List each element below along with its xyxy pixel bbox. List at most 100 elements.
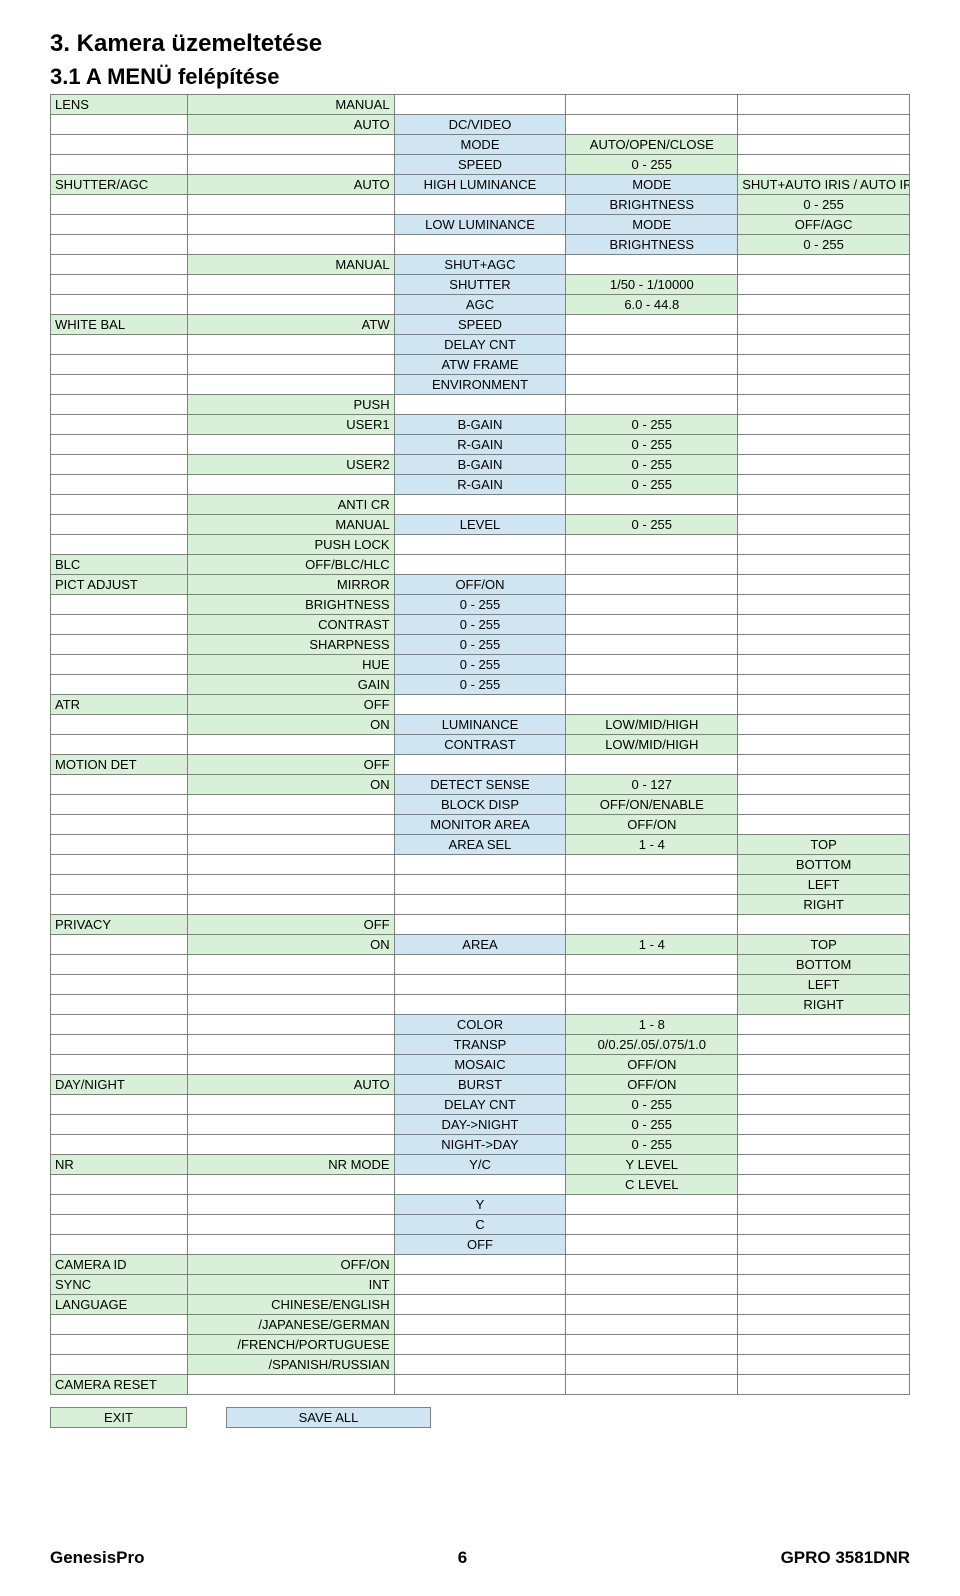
cell: Y LEVEL (566, 1155, 738, 1175)
cell (738, 95, 910, 115)
cell (51, 735, 188, 755)
cell (738, 1375, 910, 1395)
cell (566, 95, 738, 115)
cell: OFF/ON (188, 1255, 394, 1275)
cell (566, 915, 738, 935)
table-row: SYNCINT (51, 1275, 910, 1295)
cell: Y (394, 1195, 566, 1215)
cell (51, 395, 188, 415)
cell: RIGHT (738, 895, 910, 915)
cell (738, 1235, 910, 1255)
cell (51, 475, 188, 495)
cell: BRIGHTNESS (188, 595, 394, 615)
cell (394, 1315, 566, 1335)
cell (394, 1295, 566, 1315)
cell: CAMERA ID (51, 1255, 188, 1275)
cell (51, 1095, 188, 1115)
table-row: CAMERA RESET (51, 1375, 910, 1395)
cell (738, 1275, 910, 1295)
cell: AREA SEL (394, 835, 566, 855)
cell (188, 1375, 394, 1395)
cell (51, 935, 188, 955)
cell (738, 675, 910, 695)
table-row: BLOCK DISPOFF/ON/ENABLE (51, 795, 910, 815)
cell (738, 1195, 910, 1215)
cell (566, 255, 738, 275)
cell: MIRROR (188, 575, 394, 595)
cell (188, 875, 394, 895)
cell (188, 375, 394, 395)
cell: RIGHT (738, 995, 910, 1015)
cell (51, 275, 188, 295)
table-row: LANGUAGECHINESE/ENGLISH (51, 1295, 910, 1315)
cell (188, 1015, 394, 1035)
cell (738, 435, 910, 455)
cell (738, 395, 910, 415)
table-row: CONTRASTLOW/MID/HIGH (51, 735, 910, 755)
cell: SPEED (394, 155, 566, 175)
cell: 0 - 255 (394, 595, 566, 615)
cell (566, 115, 738, 135)
cell (738, 815, 910, 835)
cell (738, 255, 910, 275)
cell: SHUT+AGC (394, 255, 566, 275)
cell: BOTTOM (738, 955, 910, 975)
cell: 0 - 255 (566, 415, 738, 435)
cell (738, 635, 910, 655)
cell: CONTRAST (394, 735, 566, 755)
cell (566, 335, 738, 355)
cell: 0 - 255 (394, 655, 566, 675)
cell (738, 475, 910, 495)
table-row: LEFT (51, 875, 910, 895)
cell (51, 1235, 188, 1255)
cell (738, 1035, 910, 1055)
cell (738, 715, 910, 735)
cell: R-GAIN (394, 435, 566, 455)
cell (188, 1135, 394, 1155)
cell (188, 1035, 394, 1055)
cell: B-GAIN (394, 415, 566, 435)
cell (188, 355, 394, 375)
cell: ENVIRONMENT (394, 375, 566, 395)
cell (738, 1115, 910, 1135)
cell (394, 1375, 566, 1395)
cell: LENS (51, 95, 188, 115)
cell (738, 1155, 910, 1175)
cell: MONITOR AREA (394, 815, 566, 835)
cell: USER2 (188, 455, 394, 475)
cell (51, 1115, 188, 1135)
exit-label: EXIT (51, 1408, 187, 1428)
cell: SHARPNESS (188, 635, 394, 655)
cell (394, 875, 566, 895)
cell (566, 1195, 738, 1215)
table-row: NRNR MODEY/CY LEVEL (51, 1155, 910, 1175)
cell (188, 275, 394, 295)
table-row: SPEED0 - 255 (51, 155, 910, 175)
cell (566, 675, 738, 695)
table-row: PICT ADJUSTMIRROROFF/ON (51, 575, 910, 595)
cell (566, 395, 738, 415)
cell: INT (188, 1275, 394, 1295)
cell (738, 1355, 910, 1375)
cell (51, 875, 188, 895)
table-row: USER2B-GAIN0 - 255 (51, 455, 910, 475)
cell (51, 415, 188, 435)
table-row: NIGHT->DAY0 - 255 (51, 1135, 910, 1155)
table-row: MODEAUTO/OPEN/CLOSE (51, 135, 910, 155)
table-row: AUTODC/VIDEO (51, 115, 910, 135)
cell (566, 615, 738, 635)
heading-1: 3. Kamera üzemeltetése (50, 30, 910, 58)
cell (738, 735, 910, 755)
cell (51, 1195, 188, 1215)
cell (566, 1215, 738, 1235)
cell (188, 335, 394, 355)
cell (738, 1215, 910, 1235)
table-row: C LEVEL (51, 1175, 910, 1195)
cell: BOTTOM (738, 855, 910, 875)
cell: MODE (566, 175, 738, 195)
cell (188, 155, 394, 175)
cell (51, 455, 188, 475)
cell: 0 - 255 (566, 155, 738, 175)
cell (738, 615, 910, 635)
table-row: /SPANISH/RUSSIAN (51, 1355, 910, 1375)
